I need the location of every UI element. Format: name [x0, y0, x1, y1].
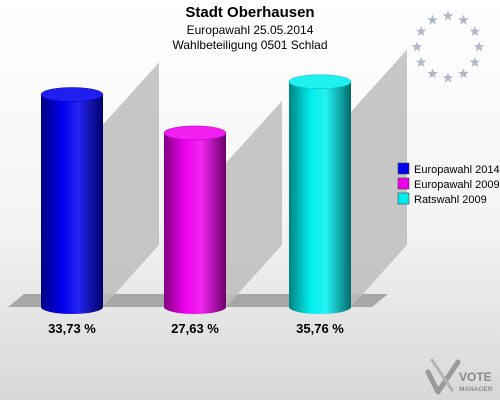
bar-body	[164, 132, 226, 314]
eu-star-icon	[411, 41, 423, 52]
eu-star-icon	[442, 72, 454, 83]
legend-item: Ratswahl 2009	[397, 192, 487, 206]
chart-subtitle-line-2: Wahlbeteiligung 0501 Schlad	[173, 38, 328, 52]
eu-star-icon	[458, 68, 469, 79]
value-label: 27,63 %	[171, 321, 219, 336]
bar	[40, 87, 104, 314]
eu-star-icon	[473, 41, 485, 52]
eu-star-icon	[469, 26, 481, 36]
eu-star-icon	[469, 57, 481, 67]
legend-label: Ratswahl 2009	[414, 194, 487, 206]
legend-swatch	[397, 177, 410, 190]
vote-manager-check-icon	[425, 358, 461, 395]
bar-series	[40, 74, 352, 314]
bar-top	[40, 87, 104, 102]
vote-manager-logo-subtext: MANAGER	[459, 386, 493, 393]
chart-subtitle-line-1: Europawahl 25.05.2014	[187, 23, 314, 37]
legend-item: Europawahl 2014	[397, 162, 500, 176]
value-label: 33,73 %	[48, 321, 96, 336]
bar-body	[41, 94, 103, 314]
legend-swatch	[397, 162, 410, 175]
eu-star-icon	[415, 57, 427, 67]
eu-star-icon	[442, 10, 454, 21]
bar-top	[288, 74, 352, 89]
eu-star-icon	[415, 26, 427, 36]
value-labels: 33,73 % 27,63 % 35,76 %	[48, 321, 344, 336]
eu-star-icon	[458, 14, 469, 25]
bar	[288, 74, 352, 314]
chart-title: Stadt Oberhausen	[185, 4, 314, 21]
eu-stars-icon	[411, 10, 485, 83]
bar-top	[163, 125, 227, 141]
bar-body	[289, 81, 351, 314]
bar	[163, 125, 227, 314]
legend-label: Europawahl 2014	[414, 164, 500, 176]
value-label: 35,76 %	[296, 321, 344, 336]
vote-manager-logo: VOTE MANAGER	[425, 358, 493, 395]
eu-star-icon	[427, 14, 438, 25]
legend-label: Europawahl 2009	[414, 179, 500, 191]
chart-legend: Europawahl 2014 Europawahl 2009 Ratswahl 2…	[397, 162, 500, 206]
legend-item: Europawahl 2009	[397, 177, 500, 191]
legend-swatch	[397, 192, 410, 205]
eu-star-icon	[427, 68, 438, 79]
vote-manager-logo-text: VOTE	[459, 370, 492, 384]
